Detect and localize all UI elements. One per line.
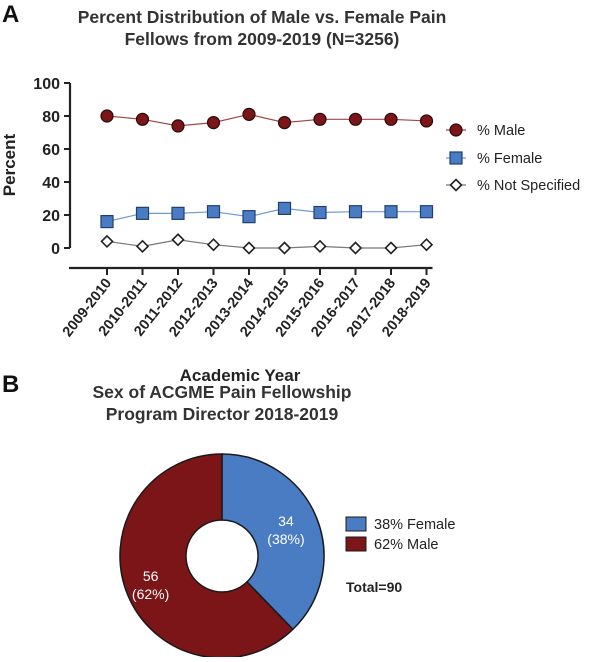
chart-a-title-line1: Percent Distribution of Male vs. Female … [78, 7, 447, 27]
y-tick-label: 0 [51, 241, 60, 258]
y-tick-label: 40 [42, 175, 60, 192]
y-tick-label: 60 [42, 142, 60, 159]
legend-male-label: % Male [477, 123, 525, 139]
not-specified-point [419, 238, 434, 252]
donut-legend-male-label: 62% Male [374, 537, 438, 553]
y-tick-label: 80 [42, 109, 60, 126]
female-point [100, 215, 114, 229]
female-series-line [106, 207, 427, 223]
female-point [313, 205, 327, 220]
female-point [277, 201, 292, 215]
panel-b-letter: B [2, 371, 19, 398]
panel-a-letter: A [2, 1, 19, 28]
male-point [242, 107, 256, 121]
not-specified-point [313, 239, 327, 253]
donut-slice-male-value-label: 56 [143, 568, 159, 584]
y-tick-label: 20 [42, 208, 60, 225]
female-point [171, 206, 185, 220]
female-point [206, 205, 221, 219]
female-point [419, 205, 434, 219]
donut-slice-female-percent-label: (38%) [267, 531, 304, 547]
male-point [277, 115, 292, 130]
chart-b-title-line1: Sex of ACGME Pain Fellowship [93, 382, 352, 402]
donut-chart: 34 (38%) 56 (62%) 38% Female 62% Male [119, 453, 455, 659]
donut-slice-male-percent-label: (62%) [132, 586, 169, 602]
donut-legend-male: 62% Male [345, 536, 438, 553]
legend-not-specified-marker [449, 178, 463, 192]
female-point [242, 210, 256, 224]
not-specified-point [277, 241, 292, 255]
male-point [313, 112, 327, 126]
y-axis-label: Percent [0, 133, 19, 196]
male-point [171, 119, 185, 133]
female-point [135, 206, 150, 220]
female-point [384, 205, 398, 219]
not-specified-point [242, 241, 256, 255]
not-specified-point [171, 233, 185, 247]
legend-male-marker [449, 123, 463, 137]
not-specified-point [348, 241, 363, 255]
male-point [419, 114, 434, 128]
not-specified-point [100, 234, 114, 249]
male-point [206, 115, 221, 130]
donut-legend-female-label: 38% Female [374, 517, 455, 533]
legend-female-marker [449, 151, 463, 165]
male-series-line [106, 113, 427, 127]
male-point [135, 112, 150, 126]
donut-slice-male [119, 453, 294, 659]
legend-female-label: % Female [477, 151, 542, 167]
legend-female: % Female [446, 151, 542, 167]
donut-legend-female-swatch [345, 516, 367, 532]
male-point [348, 112, 363, 126]
not-specified-point [384, 241, 398, 255]
not-specified-point [135, 239, 150, 253]
legend-not-specified-label: % Not Specified [477, 178, 580, 194]
chart-a-title-line2: Fellows from 2009-2019 (N=3256) [125, 29, 400, 49]
legend-male: % Male [446, 123, 525, 139]
chart-b-title-line2: Program Director 2018-2019 [106, 404, 339, 424]
donut-slice-female [221, 453, 325, 631]
line-chart: 020406080100Percent2009-20102010-2011201… [0, 76, 580, 385]
donut-total-label: Total=90 [346, 579, 402, 595]
male-point [384, 112, 398, 126]
male-point [100, 109, 114, 123]
donut-legend-male-swatch [345, 536, 367, 552]
donut-slice-female-value-label: 34 [278, 513, 294, 529]
not-specified-series-line [106, 239, 427, 249]
female-point [348, 205, 363, 219]
x-axis-label: Academic Year [180, 366, 301, 385]
y-tick-label: 100 [33, 76, 60, 93]
donut-legend-female: 38% Female [345, 516, 455, 533]
legend-not-specified: % Not Specified [446, 178, 580, 194]
not-specified-point [206, 238, 221, 252]
